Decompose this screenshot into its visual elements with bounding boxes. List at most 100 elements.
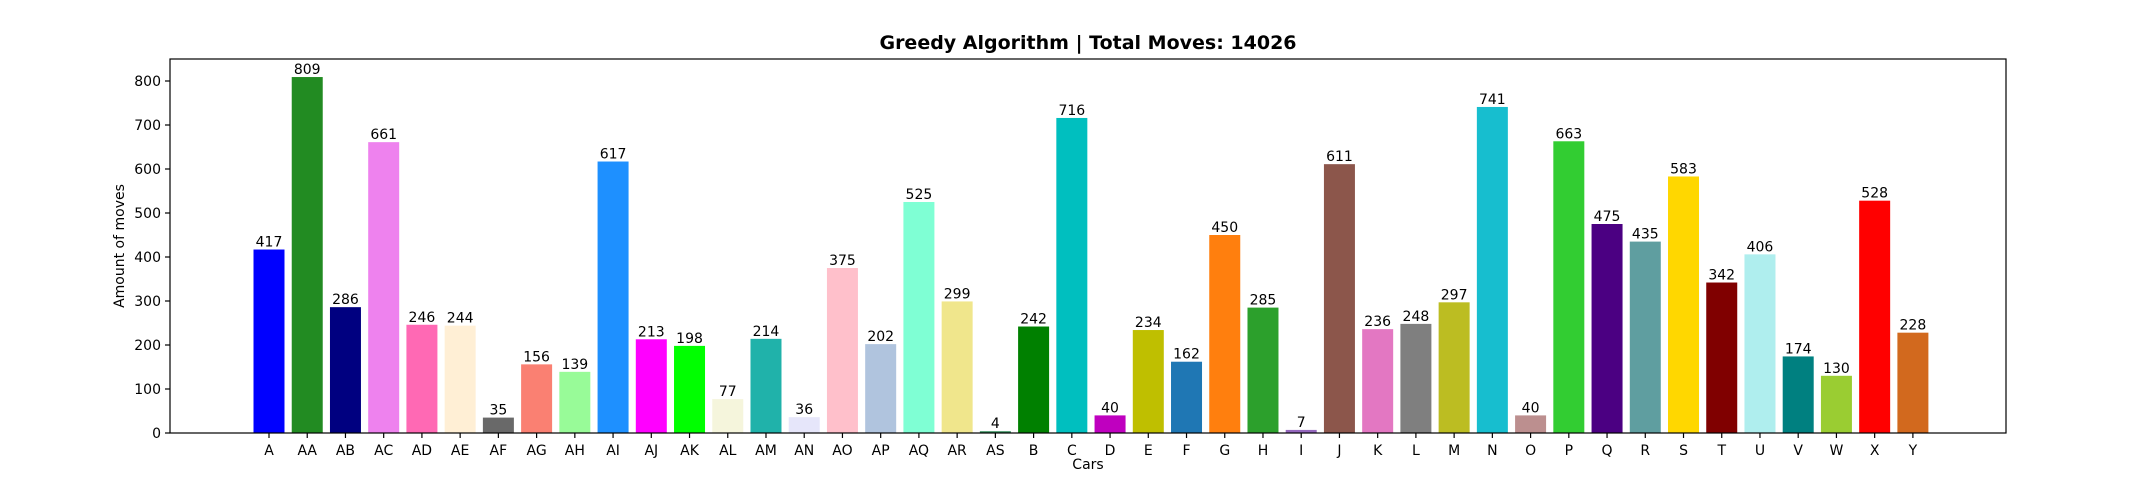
- x-tick-label-E: E: [1144, 443, 1153, 459]
- x-tick-label-Y: Y: [1908, 443, 1918, 459]
- x-tick-label-AE: AE: [451, 443, 469, 459]
- data-label-AK: 198: [676, 331, 703, 347]
- bar-P: [1553, 141, 1585, 433]
- data-label-T: 342: [1708, 268, 1735, 284]
- x-tick-label-AI: AI: [606, 443, 620, 459]
- x-tick-label-J: J: [1336, 443, 1341, 459]
- bar-AF: [482, 417, 514, 433]
- bar-AO: [826, 268, 858, 433]
- data-label-AL: 77: [719, 384, 737, 400]
- bar-AD: [406, 324, 438, 433]
- bar-AL: [712, 399, 744, 433]
- bar-D: [1094, 415, 1126, 433]
- bar-E: [1132, 330, 1164, 433]
- x-tick-label-AO: AO: [832, 443, 852, 459]
- bar-AH: [559, 371, 591, 433]
- bar-H: [1247, 307, 1279, 433]
- bar-R: [1629, 241, 1661, 433]
- data-label-J: 611: [1326, 149, 1353, 165]
- x-tick-label-AD: AD: [412, 443, 432, 459]
- x-tick-label-V: V: [1793, 443, 1803, 459]
- data-label-K: 236: [1364, 314, 1391, 330]
- x-tick-label-AR: AR: [947, 443, 967, 459]
- x-tick-label-AF: AF: [490, 443, 508, 459]
- bar-X: [1859, 200, 1891, 433]
- data-label-F: 162: [1173, 347, 1200, 363]
- bar-AM: [750, 338, 782, 433]
- bar-AE: [444, 325, 476, 433]
- data-label-U: 406: [1747, 239, 1774, 255]
- x-tick-label-P: P: [1565, 443, 1573, 459]
- y-tick-label-800: 800: [134, 74, 161, 90]
- bar-I: [1285, 429, 1317, 433]
- data-label-L: 248: [1403, 309, 1430, 325]
- bar-W: [1820, 375, 1852, 433]
- x-tick-label-A: A: [264, 443, 274, 459]
- bar-Y: [1897, 332, 1929, 433]
- data-label-AF: 35: [489, 403, 507, 419]
- data-label-N: 741: [1479, 92, 1506, 108]
- x-tick-label-M: M: [1448, 443, 1460, 459]
- x-axis-label: Cars: [1072, 457, 1103, 473]
- bar-V: [1782, 356, 1814, 433]
- bar-M: [1438, 302, 1470, 433]
- x-tick-label-AS: AS: [986, 443, 1005, 459]
- data-label-AJ: 213: [638, 324, 665, 340]
- bar-AR: [941, 301, 973, 433]
- data-label-I: 7: [1297, 415, 1306, 431]
- data-label-M: 297: [1441, 287, 1468, 303]
- bar-O: [1515, 415, 1547, 433]
- bar-AI: [597, 161, 629, 433]
- x-tick-label-AN: AN: [794, 443, 814, 459]
- bar-AK: [674, 345, 706, 433]
- x-tick-label-AJ: AJ: [644, 443, 658, 459]
- data-label-AS: 4: [991, 416, 1000, 432]
- data-label-V: 174: [1785, 341, 1812, 357]
- y-axis-label: Amount of moves: [112, 184, 128, 308]
- x-tick-label-AG: AG: [527, 443, 547, 459]
- x-tick-label-AH: AH: [565, 443, 585, 459]
- plot-area-frame: [169, 58, 2007, 434]
- data-label-AE: 244: [447, 311, 474, 327]
- x-tick-label-AB: AB: [336, 443, 355, 459]
- bar-U: [1744, 254, 1776, 433]
- data-label-B: 242: [1020, 312, 1047, 328]
- bar-C: [1056, 117, 1088, 434]
- data-label-A: 417: [256, 235, 283, 251]
- data-label-AI: 617: [600, 147, 627, 163]
- data-label-AH: 139: [561, 357, 588, 373]
- bar-AC: [368, 142, 400, 433]
- x-tick-label-X: X: [1870, 443, 1880, 459]
- data-label-O: 40: [1522, 400, 1540, 416]
- x-tick-label-AC: AC: [374, 443, 393, 459]
- data-label-AO: 375: [829, 253, 856, 269]
- data-label-AC: 661: [370, 127, 397, 143]
- x-tick-label-C: C: [1067, 443, 1077, 459]
- bar-AJ: [635, 339, 667, 433]
- bar-N: [1476, 106, 1508, 434]
- bar-AG: [521, 364, 553, 433]
- bar-J: [1323, 164, 1355, 433]
- x-tick-label-AQ: AQ: [909, 443, 929, 459]
- y-tick-label-0: 0: [152, 426, 161, 442]
- data-label-P: 663: [1555, 126, 1582, 142]
- data-label-AD: 246: [409, 310, 436, 326]
- data-labels: 417 809 286 661 246 244 35 156 139 617 213 198 77 214…: [256, 62, 1927, 432]
- bar-T: [1706, 282, 1738, 433]
- data-label-AQ: 525: [906, 187, 933, 203]
- bar-K: [1362, 329, 1394, 433]
- data-label-AN: 36: [795, 402, 813, 418]
- data-label-AP: 202: [867, 329, 894, 345]
- bars: [253, 77, 1929, 434]
- data-label-E: 234: [1135, 315, 1162, 331]
- data-label-H: 285: [1250, 293, 1277, 309]
- x-tick-label-AL: AL: [719, 443, 737, 459]
- x-tick-label-AK: AK: [680, 443, 700, 459]
- x-axis-ticks: A AA AB AC AD AE AF AG AH AI AJ AK AL AM AN AO AP AQ AR AS B…: [264, 433, 1918, 459]
- bar-Q: [1591, 224, 1623, 433]
- x-tick-label-O: O: [1525, 443, 1536, 459]
- x-tick-label-L: L: [1412, 443, 1420, 459]
- x-tick-label-G: G: [1219, 443, 1230, 459]
